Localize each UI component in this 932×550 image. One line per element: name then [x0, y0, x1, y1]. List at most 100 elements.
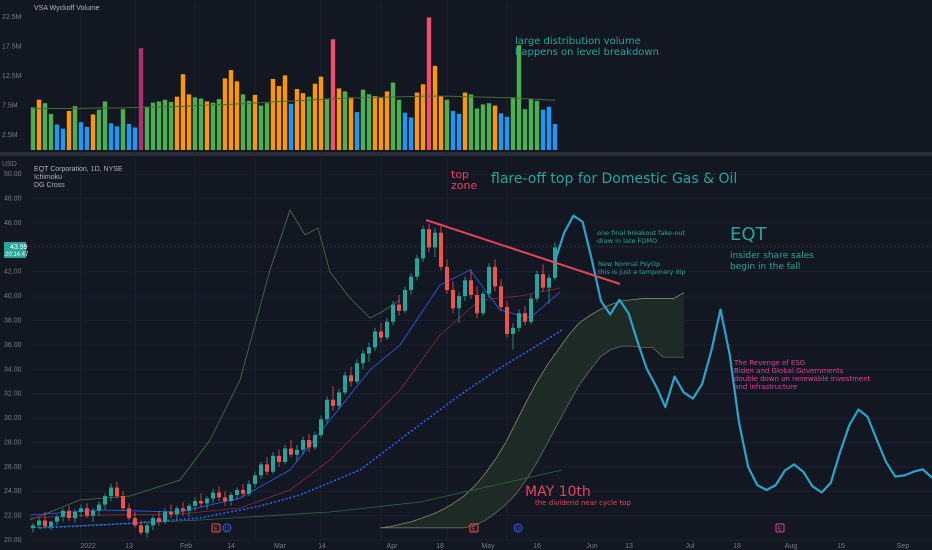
annotation-insider-1: insider share sales	[730, 251, 814, 261]
candle	[289, 440, 293, 458]
candle	[361, 349, 365, 370]
volume-bar	[510, 97, 516, 150]
candle-body	[175, 508, 179, 515]
candle	[73, 509, 77, 523]
candle-body	[79, 508, 83, 512]
volume-bar	[60, 128, 66, 150]
candle	[85, 503, 89, 519]
volume-title: VSA Wyckoff Volume	[34, 5, 100, 12]
volume-bar	[480, 104, 486, 150]
candle-body	[49, 521, 53, 527]
candle	[445, 259, 449, 294]
event-marker-badge	[775, 523, 785, 533]
volume-bar	[540, 109, 546, 150]
time-tick-label: 16	[533, 543, 541, 550]
candle-body	[151, 518, 155, 526]
event-marker-label: E	[214, 527, 218, 533]
time-tick-label: Jul	[686, 543, 695, 550]
candle	[211, 488, 215, 504]
candle-body	[43, 520, 47, 527]
candle	[79, 504, 83, 517]
volume-bar	[210, 102, 216, 150]
candle	[217, 486, 221, 501]
candle	[409, 272, 413, 295]
volume-bar	[396, 99, 402, 150]
candle-body	[55, 516, 59, 522]
candle-body	[421, 229, 425, 259]
price-tick-label: 34.00	[4, 366, 22, 373]
candle-body	[487, 266, 491, 294]
candle-body	[283, 448, 287, 462]
annotation-top: top	[451, 168, 469, 181]
volume-bar	[408, 117, 414, 150]
candle	[259, 461, 263, 480]
time-tick-label: Sep	[897, 543, 910, 550]
green-long-line	[29, 469, 563, 529]
candle	[43, 511, 47, 527]
panel-divider[interactable]	[0, 152, 932, 156]
last-price: 43.99	[10, 244, 28, 251]
candle-body	[373, 331, 377, 348]
candle	[271, 452, 275, 475]
candle	[49, 520, 53, 531]
annotation-esg-3: double down on renewable investment	[734, 375, 871, 383]
candle	[523, 305, 527, 326]
candle	[469, 269, 473, 299]
price-tick-label: 40.00	[4, 293, 22, 300]
annotation-distribution-line-1: large distribution volume	[515, 36, 641, 47]
volume-bar	[192, 97, 198, 150]
candle	[439, 225, 443, 271]
candle	[277, 449, 281, 467]
candle-body	[469, 280, 473, 295]
candle-body	[415, 258, 419, 277]
volume-bar	[486, 103, 492, 150]
candle	[97, 500, 101, 516]
candle	[433, 227, 437, 258]
volume-bar	[522, 109, 528, 150]
event-marker-label: E	[472, 527, 476, 533]
candle	[325, 396, 329, 423]
candle-body	[523, 313, 527, 322]
candle-body	[229, 494, 233, 501]
candle	[481, 291, 485, 316]
candle	[205, 496, 209, 510]
grid	[31, 2, 932, 541]
candle	[133, 511, 137, 528]
volume-bar	[456, 113, 462, 150]
candle-body	[547, 277, 551, 288]
descending-trendline[interactable]	[425, 219, 621, 285]
candle-body	[541, 274, 545, 288]
annotation-psyop-2: this is just a temporary dip	[598, 268, 685, 276]
volume-bar	[444, 99, 450, 150]
volume-axis: 22.5M 17.5M 12.5M 7.5M 2.5M	[2, 14, 22, 139]
candle-body	[199, 500, 203, 504]
candle	[109, 483, 113, 501]
annotation-fakeout-1: one final breakout fake-out	[597, 229, 685, 237]
candle-body	[97, 504, 101, 511]
volume-bar	[336, 88, 342, 150]
volume-bar	[90, 114, 96, 150]
candle-body	[253, 475, 257, 484]
candle-body	[277, 455, 281, 462]
time-tick-label: Jun	[586, 543, 597, 550]
candle	[415, 254, 419, 281]
candle	[547, 274, 551, 304]
candle	[61, 508, 65, 522]
candle-body	[127, 508, 131, 519]
event-marker-label: D	[225, 527, 230, 533]
annotation-esg-4: and infrastructure	[734, 383, 797, 391]
candle	[115, 481, 119, 499]
candle-body	[403, 290, 407, 311]
countdown: 20:14:47	[5, 252, 29, 258]
volume-bar	[270, 78, 276, 150]
volume-bar	[498, 113, 504, 150]
candle	[139, 520, 143, 536]
candle	[337, 388, 341, 410]
candle	[235, 487, 239, 500]
volume-bar	[132, 127, 138, 150]
volume-bar	[54, 124, 60, 150]
candle	[463, 276, 467, 302]
time-tick-label: Apr	[387, 543, 399, 550]
candle	[187, 503, 191, 517]
candle-body	[31, 525, 35, 528]
